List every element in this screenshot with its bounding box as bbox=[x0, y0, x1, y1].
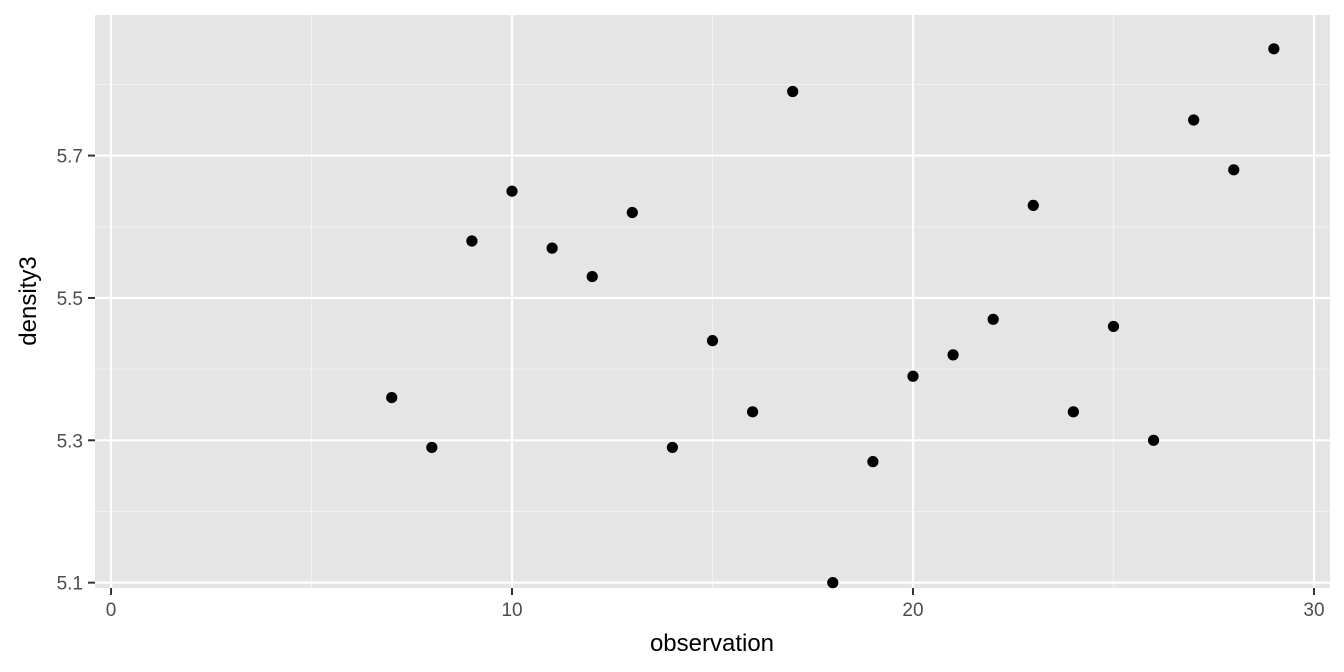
data-point bbox=[546, 242, 558, 254]
data-point bbox=[666, 441, 679, 454]
y-axis: 5.1 5.3 5.5 5.7 bbox=[57, 147, 95, 595]
data-points bbox=[386, 43, 1280, 589]
y-tick-label: 5.1 bbox=[57, 574, 83, 595]
x-axis: 0 10 20 30 bbox=[106, 588, 1325, 621]
data-point bbox=[586, 270, 598, 283]
y-tick-label: 5.5 bbox=[57, 289, 83, 310]
data-point bbox=[1147, 434, 1160, 446]
data-point bbox=[506, 185, 518, 197]
data-point bbox=[626, 206, 638, 219]
data-point bbox=[706, 335, 719, 347]
data-point bbox=[1228, 164, 1240, 176]
data-point bbox=[827, 577, 839, 589]
y-tick-label: 5.3 bbox=[57, 431, 83, 452]
x-tick-label: 20 bbox=[902, 600, 923, 621]
data-point bbox=[867, 456, 879, 468]
y-tick-label: 5.7 bbox=[57, 147, 83, 168]
data-point bbox=[1027, 199, 1039, 212]
data-point bbox=[1067, 406, 1079, 418]
data-point bbox=[787, 85, 799, 98]
x-tick-label: 10 bbox=[501, 600, 522, 621]
data-point bbox=[466, 235, 478, 247]
data-point bbox=[386, 391, 398, 404]
x-tick-label: 0 bbox=[106, 600, 117, 621]
data-point bbox=[1188, 114, 1200, 126]
data-point bbox=[746, 406, 759, 418]
x-axis-title: observation bbox=[650, 630, 774, 657]
major-gridlines bbox=[95, 15, 1330, 588]
data-point bbox=[947, 349, 959, 361]
y-axis-title: density3 bbox=[15, 256, 42, 345]
data-point bbox=[426, 441, 438, 454]
data-point bbox=[907, 370, 919, 382]
data-point bbox=[987, 313, 999, 325]
x-tick-label: 30 bbox=[1303, 600, 1324, 621]
data-point bbox=[1268, 43, 1280, 55]
data-point bbox=[1107, 320, 1120, 333]
minor-gridlines bbox=[95, 15, 1330, 588]
